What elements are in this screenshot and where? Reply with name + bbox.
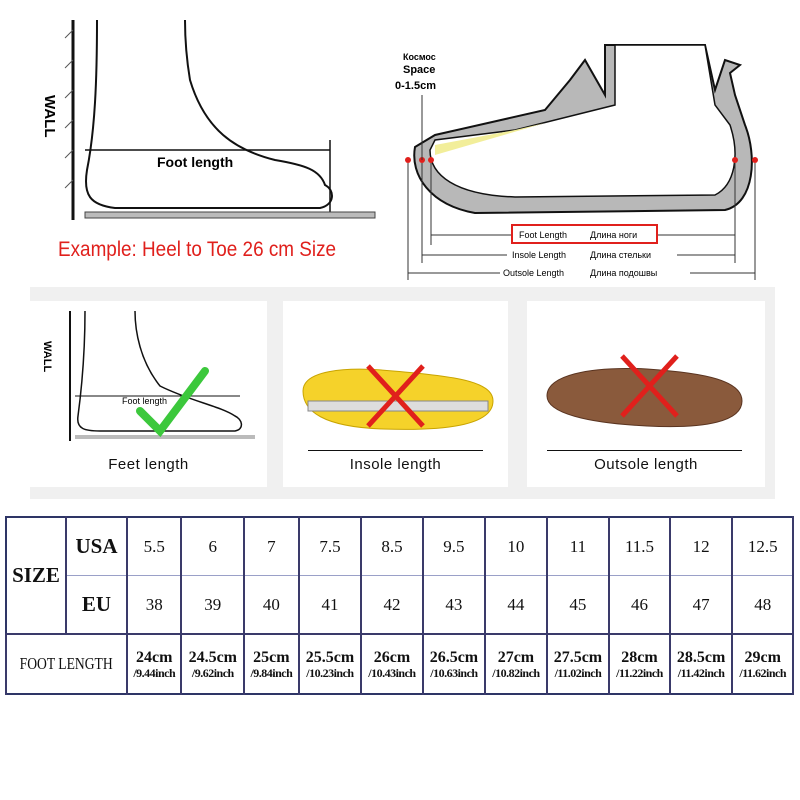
- foot-length-cell: 26cm/10.43inch: [360, 633, 424, 695]
- foot-length-label: Foot Length: [519, 230, 567, 240]
- eu-size-cell: 46: [608, 575, 671, 635]
- foot-inch: /9.62inch: [191, 665, 234, 680]
- foot-inch: /10.82inch: [492, 665, 540, 680]
- foot-length-cell: 27cm/10.82inch: [484, 633, 548, 695]
- check-icon: [136, 367, 209, 438]
- foot-inch: /10.43inch: [368, 665, 416, 680]
- foot-length-label: FOOT LENGTH: [19, 654, 114, 673]
- foot-length-header: FOOT LENGTH: [5, 633, 128, 695]
- foot-cm: 24.5cm: [188, 648, 238, 666]
- foot-inch: /10.63inch: [430, 665, 478, 680]
- space-label-ru: Космос: [403, 52, 436, 62]
- usa-size-cell: 7: [243, 516, 300, 576]
- usa-size-cell: 9.5: [421, 516, 487, 576]
- foot-length-cell: 28cm/11.22inch: [608, 633, 671, 695]
- feet-length-caption: Feet length: [108, 456, 189, 473]
- insole-length-caption: Insole length: [349, 456, 442, 473]
- foot-inch: /11.62inch: [739, 665, 787, 680]
- space-label: Space: [403, 64, 435, 76]
- wall-label: WALL: [41, 95, 58, 138]
- foot-length-cell: 25cm/9.84inch: [243, 633, 300, 695]
- outsole-length-caption: Outsole length: [594, 456, 698, 473]
- foot-length-label: Foot length: [157, 154, 233, 170]
- foot-length-cell: 25.5cm/10.23inch: [297, 633, 363, 695]
- eu-size-cell: 47: [668, 575, 734, 635]
- outsole-length-label: Outsole Length: [503, 268, 564, 278]
- eu-size-cell: 40: [243, 575, 300, 635]
- foot-cm: 27.5cm: [553, 648, 603, 666]
- insole-length-ru-label: Длина стельки: [590, 250, 651, 260]
- usa-size-cell: 12.5: [731, 516, 794, 576]
- eu-row: EU 38 39 40 41 42 43 44 45 46 47 48: [6, 575, 794, 635]
- cross-icon: [620, 354, 679, 418]
- insole-length-label: Insole Length: [512, 250, 566, 260]
- outsole-illustration: [546, 354, 743, 452]
- foot-inch: /9.84inch: [250, 665, 293, 680]
- foot-cm: 28cm: [621, 648, 658, 666]
- method-card-outsole: Outsole length: [527, 301, 765, 487]
- foot-length-cell: 28.5cm/11.42inch: [668, 633, 734, 695]
- outsole-length-ru-label: Длина подошвы: [590, 268, 657, 278]
- eu-size-cell: 41: [297, 575, 363, 635]
- usa-size-cell: 8.5: [360, 516, 424, 576]
- eu-size-cell: 44: [484, 575, 548, 635]
- foot-cm: 29cm: [744, 648, 781, 666]
- foot-cm: 25cm: [253, 648, 290, 666]
- foot-length-cell: 24.5cm/9.62inch: [180, 633, 246, 695]
- foot-inch: /11.22inch: [616, 665, 663, 680]
- space-value: 0-1.5cm: [395, 80, 436, 92]
- usa-size-cell: 7.5: [297, 516, 363, 576]
- foot-length-cell: 29cm/11.62inch: [731, 633, 794, 695]
- eu-size-cell: 39: [180, 575, 246, 635]
- usa-size-cell: 6: [180, 516, 246, 576]
- eu-size-cell: 48: [731, 575, 794, 635]
- foot-cm: 24cm: [136, 648, 173, 666]
- foot-length-label: Foot length: [122, 396, 167, 406]
- method-card-insole: Insole length: [283, 301, 508, 487]
- usa-size-cell: 5.5: [125, 516, 183, 576]
- foot-cm: 26cm: [373, 648, 411, 666]
- cross-icon: [366, 364, 425, 428]
- size-label: SIZE: [5, 516, 67, 635]
- foot-length-cell: 26.5cm/10.63inch: [421, 633, 487, 695]
- wall-label: WALL: [41, 341, 53, 372]
- eu-size-cell: 45: [545, 575, 611, 635]
- foot-wall-illustration: WALL Foot length: [41, 20, 376, 220]
- eu-size-cell: 38: [125, 575, 183, 635]
- foot-length-ru-label: Длина ноги: [590, 230, 637, 240]
- shoe-cross-section: Космос Space 0-1.5cm Foot Length Длина н…: [395, 44, 758, 280]
- measurement-methods-panel: WALL Foot length Feet length Insole leng…: [30, 287, 775, 499]
- eu-label: EU: [65, 575, 128, 635]
- foot-cm: 25.5cm: [305, 648, 355, 666]
- insole-illustration: [302, 364, 494, 452]
- example-text: Example: Heel to Toe 26 cm Size: [58, 238, 337, 261]
- foot-wall-mini-illustration: WALL Foot length: [41, 310, 255, 441]
- usa-label: USA: [65, 516, 128, 576]
- usa-size-cell: 12: [668, 516, 734, 576]
- foot-cm: 28.5cm: [676, 648, 726, 666]
- usa-size-cell: 10: [484, 516, 548, 576]
- foot-length-row: FOOT LENGTH 24cm/9.44inch 24.5cm/9.62inc…: [5, 633, 794, 695]
- size-chart-table: SIZE USA 5.5 6 7 7.5 8.5 9.5 10 11 11.5 …: [5, 516, 794, 695]
- usa-size-cell: 11.5: [608, 516, 671, 576]
- eu-size-cell: 43: [421, 575, 487, 635]
- foot-length-cell: 27.5cm/11.02inch: [545, 633, 611, 695]
- foot-inch: /11.02inch: [554, 665, 602, 680]
- foot-length-cell: 24cm/9.44inch: [125, 633, 183, 695]
- usa-row: SIZE USA 5.5 6 7 7.5 8.5 9.5 10 11 11.5 …: [5, 516, 794, 635]
- foot-cm: 27cm: [497, 648, 535, 666]
- foot-inch: /11.42inch: [677, 665, 725, 680]
- method-card-feet: WALL Foot length Feet length: [30, 301, 267, 487]
- foot-inch: /9.44inch: [133, 665, 176, 680]
- eu-size-cell: 42: [360, 575, 424, 635]
- foot-inch: /10.23inch: [306, 665, 354, 680]
- foot-cm: 26.5cm: [429, 648, 479, 666]
- usa-size-cell: 11: [545, 516, 611, 576]
